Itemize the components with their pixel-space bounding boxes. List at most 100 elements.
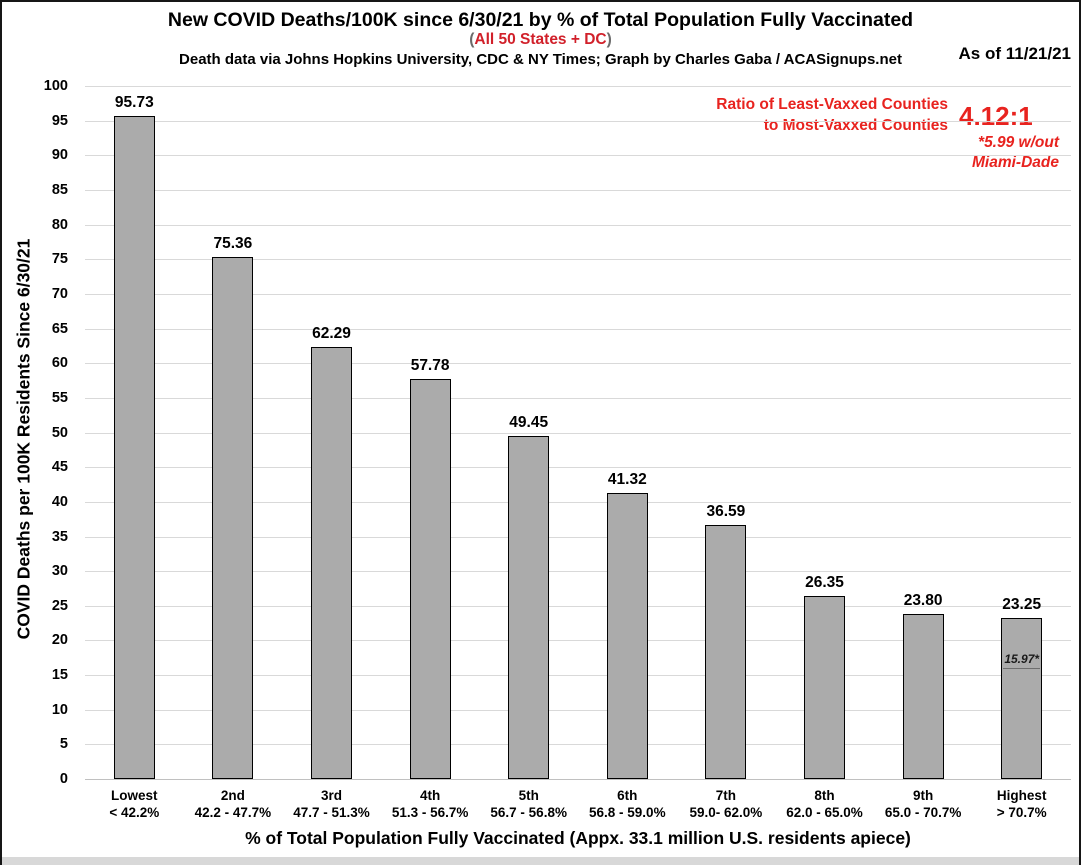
y-tick-label: 35 [51,528,68,545]
gridline [85,432,1071,434]
gridline [85,363,1071,365]
y-tick-label: 60 [51,355,68,372]
bar [902,614,944,779]
y-tick-label: 0 [59,771,68,787]
y-tick-label: 10 [51,701,68,718]
y-tick-label: 55 [51,389,68,406]
bar-value-label: 49.45 [509,414,549,432]
bar [113,115,155,779]
x-tick-rank: 6th [617,788,638,803]
x-tick-label: 5th 56.7 - 56.8% [490,787,567,821]
x-tick-rank: 7th [715,788,737,803]
gridline [85,675,1071,676]
bar [1001,617,1043,779]
x-tick-label: 2nd 42.2 - 47.7% [195,787,272,821]
bar-inner-marker-label: 15.97* [1004,652,1040,667]
x-tick-label: 3rd 47.7 - 51.3% [293,787,370,821]
x-tick-rank: 2nd [220,788,245,803]
bar-value-label: 26.35 [805,574,844,592]
bar-value-label: 62.29 [312,325,351,343]
x-tick-range: < 42.2% [109,805,160,820]
bar-value-label: 75.36 [213,234,253,252]
y-tick-label: 40 [51,493,68,510]
bar [311,347,352,779]
bar-value-label: 36.59 [706,503,746,521]
bar [212,256,254,779]
bottom-border-strip [2,857,1079,865]
gridline [85,86,1071,87]
bar-value-label: 57.78 [410,356,450,374]
gridline [85,536,1071,538]
x-tick-label: 7th 59.0- 62.0% [689,787,762,821]
bar-value-label: 95.73 [114,93,154,111]
chart-subtitle: (All 50 States + DC) [2,31,1079,49]
x-tick-range: 51.3 - 56.7% [391,805,469,820]
gridline [85,571,1071,573]
x-tick-label: 9th 65.0 - 70.7% [885,787,962,821]
gridline [85,120,1071,122]
gridline [85,397,1071,399]
x-tick-range: 42.2 - 47.7% [194,805,272,820]
ratio-value: 4.12:1 [959,101,1033,131]
x-tick-range: 56.7 - 56.8% [490,805,567,820]
bar [409,378,451,779]
x-tick-rank: 5th [518,788,539,803]
x-tick-label: 8th 62.0 - 65.0% [786,787,863,821]
x-tick-range: 62.0 - 65.0% [786,805,863,820]
y-tick-label: 75 [51,251,68,268]
gridline [85,190,1071,191]
y-tick-label: 95 [51,112,68,129]
gridline [85,328,1071,330]
data-source-credit: Death data via Johns Hopkins University,… [179,51,902,68]
x-tick-rank: Lowest [111,788,158,803]
y-tick-label: 30 [51,563,68,580]
x-tick-range: 65.0 - 70.7% [884,805,962,820]
chart-subtitle-text: All 50 States + DC [474,31,607,48]
ratio-footnote: *5.99 w/out Miami-Dade [972,133,1059,173]
as-of-date: As of 11/21/21 [958,44,1071,63]
ratio-annotation-line1: Ratio of Least-Vaxxed Counties [716,96,948,113]
y-tick-label: 90 [51,147,68,164]
bar-value-label: 23.80 [903,592,943,610]
y-tick-label: 70 [51,285,68,302]
y-tick-label: 80 [51,216,68,233]
x-tick-range: 56.8 - 59.0% [589,805,666,820]
bar-inner-marker-line [1003,668,1041,670]
y-tick-label: 5 [59,736,68,753]
gridline [85,293,1071,295]
y-tick-label: 50 [51,424,68,441]
x-tick-range: 59.0- 62.0% [689,805,763,820]
y-tick-label: 45 [51,459,68,476]
subtitle-paren-close: ) [606,31,612,48]
gridline [85,467,1071,469]
x-tick-range: > 70.7% [996,805,1047,820]
x-tick-rank: Highest [996,788,1047,803]
y-tick-label: 100 [43,78,68,94]
bar-value-label: 23.25 [1002,595,1042,613]
ratio-footnote-line2: Miami-Dade [972,154,1059,171]
gridline [85,224,1071,226]
gridline [85,501,1071,503]
y-tick-label: 25 [51,597,68,614]
gridline [85,709,1071,711]
ratio-annotation-line2: to Most-Vaxxed Counties [763,117,948,134]
gridline [85,744,1071,746]
y-tick-label: 15 [51,667,68,683]
x-tick-label: 4th 51.3 - 56.7% [392,787,469,821]
x-tick-rank: 9th [912,788,934,803]
y-tick-label: 65 [51,320,68,337]
subtitle-paren-open: ( [469,31,475,48]
x-tick-rank: 4th [419,788,441,803]
bar-value-label: 41.32 [607,470,647,488]
gridline [85,640,1071,642]
bar [508,436,550,779]
ratio-annotation-heading: Ratio of Least-Vaxxed Counties to Most-V… [716,94,948,136]
x-tick-label: Lowest < 42.2% [109,787,159,821]
y-tick-label: 85 [51,182,68,198]
bar [606,492,648,779]
gridline [85,155,1071,157]
x-tick-range: 47.7 - 51.3% [293,805,370,820]
x-tick-label: Highest > 70.7% [997,787,1047,821]
x-axis-title: % of Total Population Fully Vaccinated (… [245,828,911,848]
